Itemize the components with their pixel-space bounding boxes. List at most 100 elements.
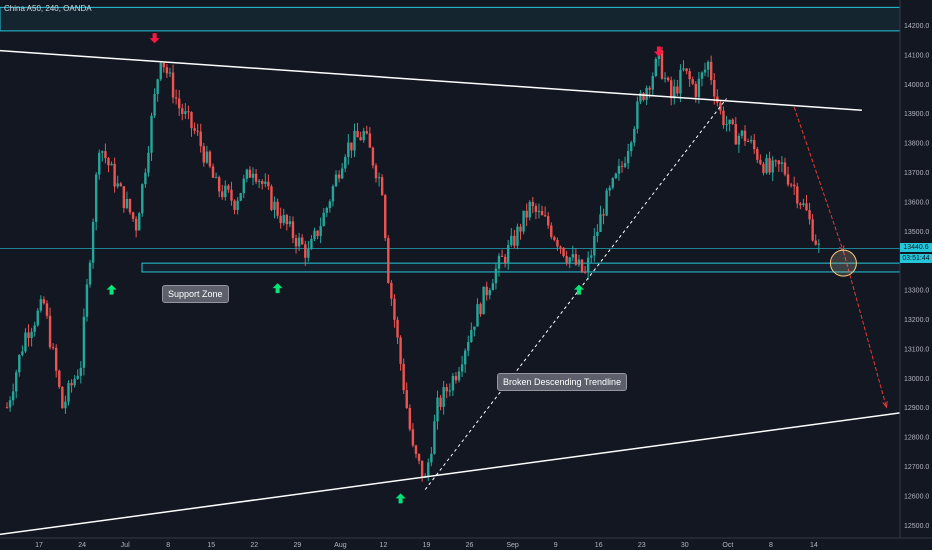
time-tick-label: Oct [722, 542, 733, 549]
candle-body [150, 115, 153, 153]
candle-body [236, 200, 239, 210]
candle-body [642, 93, 645, 100]
candle-body [24, 332, 27, 352]
candle-body [356, 130, 359, 138]
candle-body [454, 375, 458, 381]
candle-body [743, 130, 747, 142]
candle-body [571, 254, 574, 258]
time-tick-label: 15 [207, 542, 215, 549]
candle-body [221, 191, 224, 198]
candle-body [497, 255, 501, 269]
candle-body [18, 354, 21, 373]
candle-body [285, 215, 289, 225]
candle-body [593, 235, 596, 256]
candle-body [700, 72, 704, 79]
projection-path-segment[interactable] [842, 251, 887, 408]
candle-body [574, 254, 578, 265]
time-tick-label: 24 [78, 542, 86, 549]
candle-body [479, 304, 482, 315]
target-circle[interactable] [829, 249, 857, 277]
candle-body [94, 174, 98, 222]
candle-body [362, 131, 365, 141]
candle-body [380, 177, 384, 196]
candle-body [719, 102, 722, 111]
candle-body [525, 210, 528, 218]
candle-body [119, 183, 122, 187]
candle-body [15, 372, 18, 392]
candle-body [254, 173, 258, 182]
candle-body [706, 61, 710, 70]
candle-body [476, 304, 479, 327]
time-axis-background [0, 538, 932, 550]
candle-body [125, 199, 129, 209]
candle-body [396, 319, 399, 338]
candle-body [214, 177, 218, 179]
candle-body [451, 375, 455, 391]
candle-body [304, 244, 307, 258]
price-tick-label: 14000.0 [904, 82, 929, 89]
candle-body [802, 203, 805, 206]
candle-body [463, 350, 467, 365]
price-axis[interactable]: 14200.0 14100.0 14000.0 13900.0 13800.0 13700… [899, 0, 932, 550]
time-tick-label: 30 [681, 542, 689, 549]
candle-body [605, 190, 608, 216]
candle-body [230, 189, 233, 201]
candle-body [494, 268, 498, 284]
support-zone-band[interactable] [141, 262, 901, 273]
time-axis[interactable]: 101724Jul8152229Aug121926Sep9162330Oct81… [0, 537, 932, 550]
candle-body [765, 158, 768, 173]
price-tick-label: 13200.0 [904, 317, 929, 324]
candle-body [387, 238, 390, 283]
broken-descending-trendline[interactable] [424, 98, 727, 490]
price-tick-label: 13900.0 [904, 111, 929, 118]
time-tick-label: 23 [638, 542, 646, 549]
arrow-down-icon [149, 33, 160, 44]
candle-body [48, 315, 52, 348]
price-tick-label: 14100.0 [904, 52, 929, 59]
candle-body [500, 255, 504, 257]
candle-body [399, 337, 402, 364]
candle-body [319, 226, 322, 237]
candle-body [507, 245, 510, 263]
price-tick-label: 12500.0 [904, 523, 929, 530]
candle-body [11, 391, 15, 401]
candle-body [442, 387, 445, 407]
candle-body [359, 137, 362, 141]
candle-body [251, 173, 255, 178]
support-zone-label[interactable]: Support Zone [162, 285, 229, 303]
countdown-tag: 03:51:44 [900, 254, 932, 263]
candle-body [199, 131, 202, 147]
candle-body [577, 259, 581, 265]
resistance-trendline[interactable] [0, 49, 862, 112]
candle-body [91, 221, 95, 263]
candle-body [98, 152, 101, 175]
time-tick-label: 29 [293, 542, 301, 549]
price-tick-label: 12700.0 [904, 464, 929, 471]
candle-body [196, 130, 199, 132]
time-tick-label: 19 [423, 542, 431, 549]
candle-body [439, 397, 442, 407]
candle-body [731, 119, 734, 125]
projection-path-segment[interactable] [793, 107, 844, 252]
price-tick-label: 13600.0 [904, 199, 929, 206]
candle-body [334, 174, 338, 187]
support-trendline[interactable] [0, 407, 932, 536]
candle-body [239, 193, 242, 201]
candle-body [503, 256, 507, 263]
candle-body [174, 97, 178, 99]
candle-body [273, 201, 276, 210]
candle-body [168, 72, 172, 74]
candle-body [590, 255, 593, 258]
candle-body [110, 163, 113, 166]
candle-body [178, 98, 181, 109]
candle-body [390, 282, 393, 299]
candle-body [344, 156, 347, 169]
broken-trendline-label[interactable]: Broken Descending Trendline [497, 373, 628, 391]
candle-body [436, 397, 439, 422]
candle-body [654, 58, 658, 76]
candle-body [786, 174, 790, 185]
time-tick-label: Sep [506, 542, 519, 549]
candle-body [626, 151, 630, 164]
candle-body [793, 184, 796, 187]
